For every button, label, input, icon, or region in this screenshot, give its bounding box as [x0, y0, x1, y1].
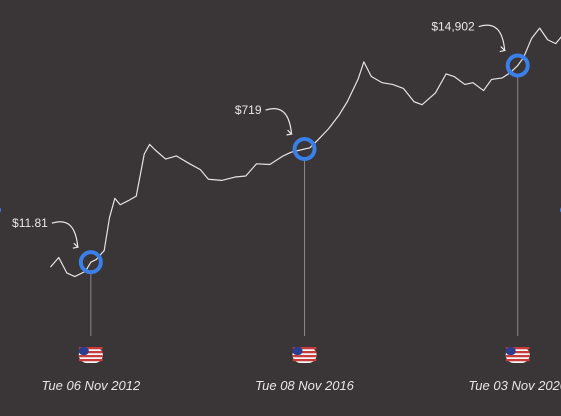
price-label-3: $14,902	[431, 20, 475, 34]
price-label-1: $11.81	[12, 216, 48, 230]
price-line	[50, 27, 561, 278]
label-arrow-2	[265, 108, 293, 135]
label-arrowhead-3	[499, 46, 506, 53]
date-label-1: Tue 06 Nov 2012	[41, 378, 141, 393]
marker-circle-1	[78, 250, 103, 275]
left-edge-marker	[0, 207, 1, 213]
date-label-2: Tue 08 Nov 2016	[255, 378, 355, 393]
label-arrowhead-2	[286, 129, 293, 136]
us-flag-icon	[505, 347, 530, 363]
us-flag-icon	[78, 347, 103, 363]
date-label-3: Tue 03 Nov 2020	[468, 378, 561, 393]
marker-circle-2	[292, 137, 317, 162]
price-label-2: $719	[235, 103, 262, 117]
label-arrow-1	[51, 221, 79, 248]
price-line-detail	[50, 27, 561, 277]
label-arrow-3	[478, 24, 506, 51]
marker-circle-3	[505, 53, 530, 78]
us-flag-icon	[292, 347, 317, 363]
label-arrowhead-1	[72, 242, 80, 249]
